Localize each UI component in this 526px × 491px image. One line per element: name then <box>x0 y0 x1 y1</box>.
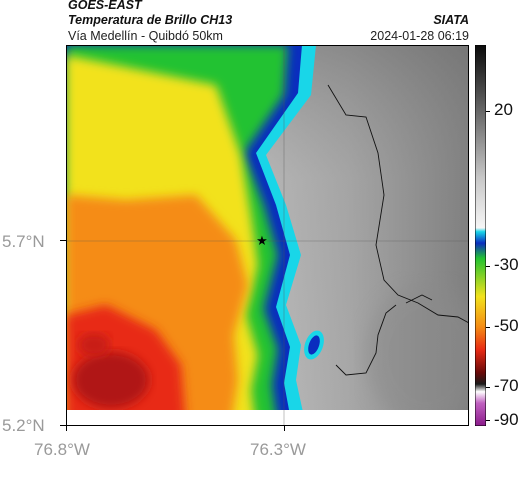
satellite-title: GOES-EAST <box>68 0 142 12</box>
location-marker-star-icon: ★ <box>256 234 268 249</box>
lat-tick <box>60 240 66 241</box>
colorbar-tick <box>486 327 490 328</box>
lat-label-5-7: 5.7°N <box>2 232 45 251</box>
colorbar-label-minus-30: -30 <box>494 255 519 274</box>
organization-label: SIATA <box>433 13 469 27</box>
colorbar-tick <box>486 420 490 421</box>
lat-label-5-2: 5.2°N <box>2 416 45 435</box>
colorbar-label-minus-70: -70 <box>494 376 519 395</box>
product-title: Temperatura de Brillo CH13 <box>68 13 233 27</box>
colorbar-label-minus-50: -50 <box>494 316 519 335</box>
brightness-temperature-image: ★ <box>66 45 469 426</box>
colorbar-tick <box>486 266 490 267</box>
lon-tick <box>284 425 285 431</box>
colorbar-tick <box>486 111 490 112</box>
lat-tick <box>60 425 66 426</box>
lon-tick <box>66 425 67 431</box>
lon-label-76-3: 76.3°W <box>250 440 306 459</box>
satellite-map[interactable]: ★ <box>66 45 469 426</box>
colorbar-label-20: 20 <box>494 100 513 119</box>
lon-label-76-8: 76.8°W <box>34 440 90 459</box>
timestamp-label: 2024-01-28 06:19 <box>370 29 469 43</box>
colorbar-label-minus-90: -90 <box>494 410 519 429</box>
colorbar-tick <box>486 387 490 388</box>
region-subtitle: Vía Medellín - Quibdó 50km <box>68 29 223 43</box>
temperature-colorbar <box>475 45 486 426</box>
